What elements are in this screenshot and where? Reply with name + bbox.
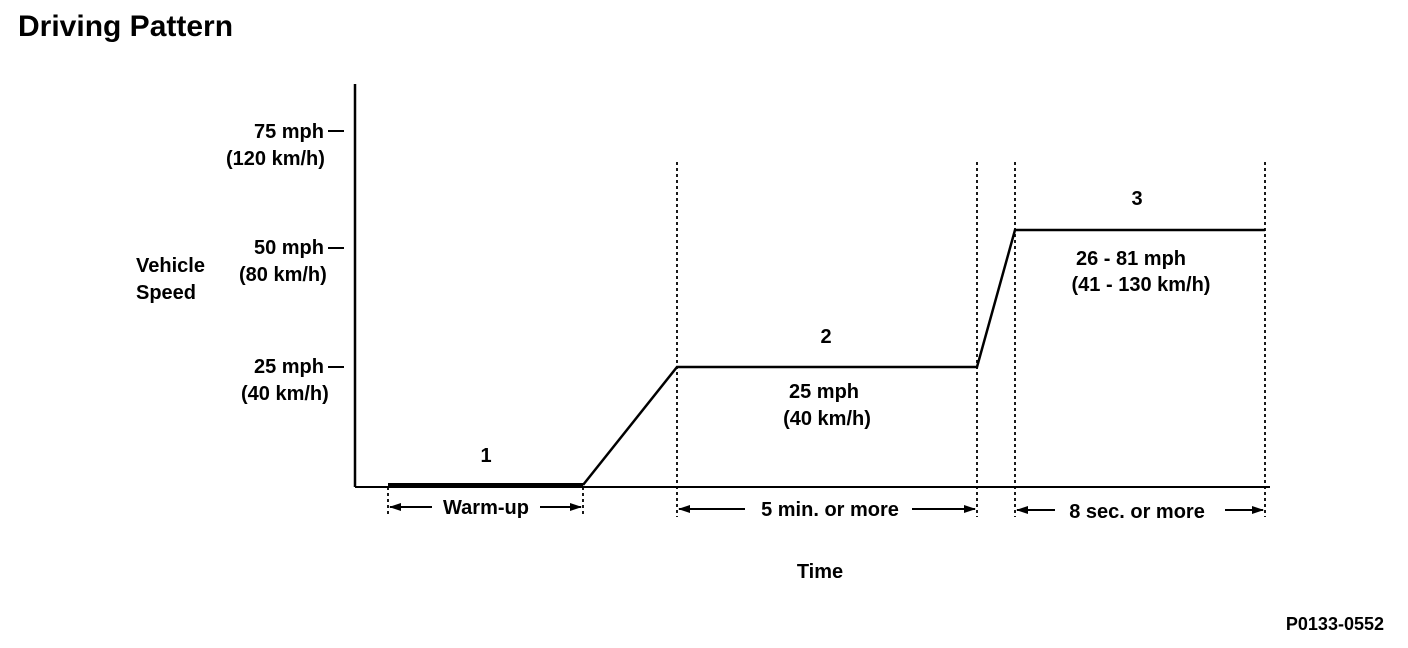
y-axis-label-line-1: Vehicle <box>136 255 205 277</box>
y-tick-50-mph: 50 mph <box>254 237 324 259</box>
duration-arrows <box>389 503 1264 514</box>
y-axis-label-line-2: Speed <box>136 282 196 304</box>
phase-2-speed-mph: 25 mph <box>789 381 859 403</box>
y-tick-80-kmh: (80 km/h) <box>239 264 327 286</box>
y-tick-25-mph: 25 mph <box>254 356 324 378</box>
phase-3-speed-kmh: (41 - 130 km/h) <box>1072 274 1211 296</box>
phase-2-duration: 5 min. or more <box>761 499 899 521</box>
speed-profile-line <box>582 228 1265 486</box>
phase-3-speed-mph: 26 - 81 mph <box>1076 248 1186 270</box>
figure-reference-code: P0133-0552 <box>1286 614 1384 634</box>
phase-boundaries <box>387 162 1266 517</box>
phase-2-number: 2 <box>820 326 831 348</box>
phase-3-number: 3 <box>1131 188 1142 210</box>
phase-1-number: 1 <box>480 445 491 467</box>
phase-2-speed-kmh: (40 km/h) <box>783 408 871 430</box>
phase-3-duration: 8 sec. or more <box>1069 501 1205 523</box>
page-title: Driving Pattern <box>18 10 233 43</box>
phase-1-duration: Warm-up <box>443 497 529 519</box>
x-axis-label: Time <box>797 561 843 583</box>
y-tick-75-mph: 75 mph <box>254 121 324 143</box>
y-tick-40-kmh: (40 km/h) <box>241 383 329 405</box>
y-tick-120-kmh: (120 km/h) <box>226 148 325 170</box>
